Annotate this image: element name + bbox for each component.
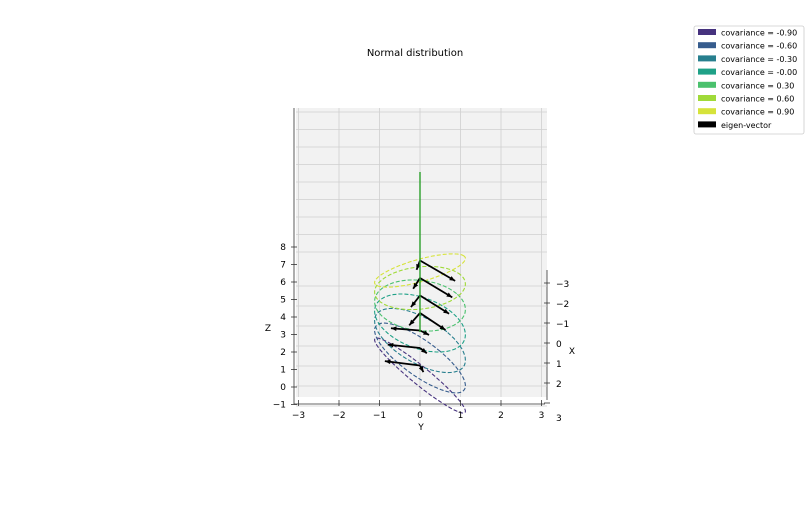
y-tick-label: 3 <box>539 411 545 421</box>
eigen-vector-arrow <box>419 259 456 282</box>
z-tick-label: 5 <box>280 296 286 306</box>
eigen-vector-arrowhead <box>413 282 419 289</box>
y-tick-label: −3 <box>292 411 305 421</box>
legend-label: covariance = 0.90 <box>721 108 794 117</box>
legend-label: covariance = 0.60 <box>721 95 794 104</box>
eigen-vector-arrowhead <box>410 301 417 308</box>
z-tick-label: 8 <box>280 243 286 253</box>
legend-swatch <box>698 68 716 75</box>
floor-pane <box>296 270 547 397</box>
eigen-vector-arrow <box>384 360 421 367</box>
chart-title: Normal distribution <box>367 48 463 59</box>
z-tick-label: 4 <box>280 313 286 323</box>
eigen-vector-arrowhead <box>409 319 415 326</box>
covariance-ellipse <box>374 293 466 353</box>
y-axis-label: Y <box>417 423 424 433</box>
legend-frame <box>693 25 805 135</box>
covariance-ellipse <box>374 337 466 414</box>
covariance-ellipse <box>374 322 466 394</box>
legend-swatch <box>698 42 716 49</box>
legend-label: covariance = -0.60 <box>721 42 797 51</box>
covariance-ellipse <box>374 253 466 288</box>
y-tick-label: −2 <box>332 411 345 421</box>
eigen-vector-arrowhead <box>387 342 394 348</box>
x-tick-label: 0 <box>556 340 562 350</box>
eigen-vector-arrow <box>419 277 453 299</box>
eigen-vector-arrowhead <box>443 308 450 314</box>
legend-swatch <box>698 55 716 62</box>
eigen-vector-arrow <box>419 294 450 315</box>
legend-label: covariance = 0.30 <box>721 81 794 90</box>
z-tick-label: 0 <box>280 383 286 393</box>
eigen-vector-arrowhead <box>449 276 456 281</box>
x-tick-label: 1 <box>556 360 562 370</box>
z-tick-label: 6 <box>280 278 286 288</box>
z-tick-label: 2 <box>280 348 286 358</box>
x-tick-label: 2 <box>556 380 562 390</box>
eigen-vector-arrowhead <box>446 292 453 298</box>
covariance-ellipse <box>374 265 466 311</box>
legend-swatch <box>698 121 716 128</box>
legend: covariance = -0.90 covariance = -0.60 cova… <box>693 25 805 135</box>
axis-ticks: −3 −2 −1 0 1 2 3 −1 0 1 2 3 4 5 6 7 8 −3 −2 −1 0 1 2 3 <box>273 243 570 424</box>
y-tick-label: 1 <box>458 411 464 421</box>
y-tick-label: −1 <box>373 411 386 421</box>
legend-swatch <box>698 81 716 88</box>
eigen-vector-arrowhead <box>384 359 391 365</box>
z-tick-label: 1 <box>280 366 286 376</box>
grid-lines <box>296 108 547 407</box>
back-wall <box>296 108 547 270</box>
eigen-vectors <box>384 259 456 373</box>
eigen-vector-arrowhead <box>418 366 424 373</box>
eigen-vector-arrowhead <box>421 348 427 354</box>
covariance-ellipses <box>374 253 466 414</box>
x-tick-label: −2 <box>556 300 569 310</box>
eigen-vector-arrowhead <box>439 324 446 330</box>
x-tick-label: −3 <box>556 280 569 290</box>
legend-label: covariance = -0.00 <box>721 68 797 77</box>
back-pane <box>293 108 548 405</box>
x-axis-label: X <box>569 347 575 357</box>
z-tick-label: 7 <box>280 261 286 271</box>
y-tick-label: 0 <box>417 411 423 421</box>
x-tick-label: 3 <box>556 414 562 424</box>
legend-swatch <box>698 29 716 35</box>
legend-label: eigen-vector <box>721 121 772 130</box>
legend-label: covariance = -0.30 <box>721 55 797 64</box>
covariance-ellipse <box>374 279 466 332</box>
legend-label: covariance = -0.90 <box>721 29 797 38</box>
z-axis-label: Z <box>265 324 271 334</box>
z-tick-label: −1 <box>273 401 286 411</box>
eigen-vector-arrowhead <box>423 330 430 335</box>
y-tick-label: 2 <box>498 411 504 421</box>
x-tick-label: −1 <box>556 320 569 330</box>
z-tick-label: 3 <box>280 331 286 341</box>
legend-swatch <box>698 95 716 101</box>
eigen-vector-arrowhead <box>390 326 397 331</box>
legend-swatch <box>698 108 716 115</box>
